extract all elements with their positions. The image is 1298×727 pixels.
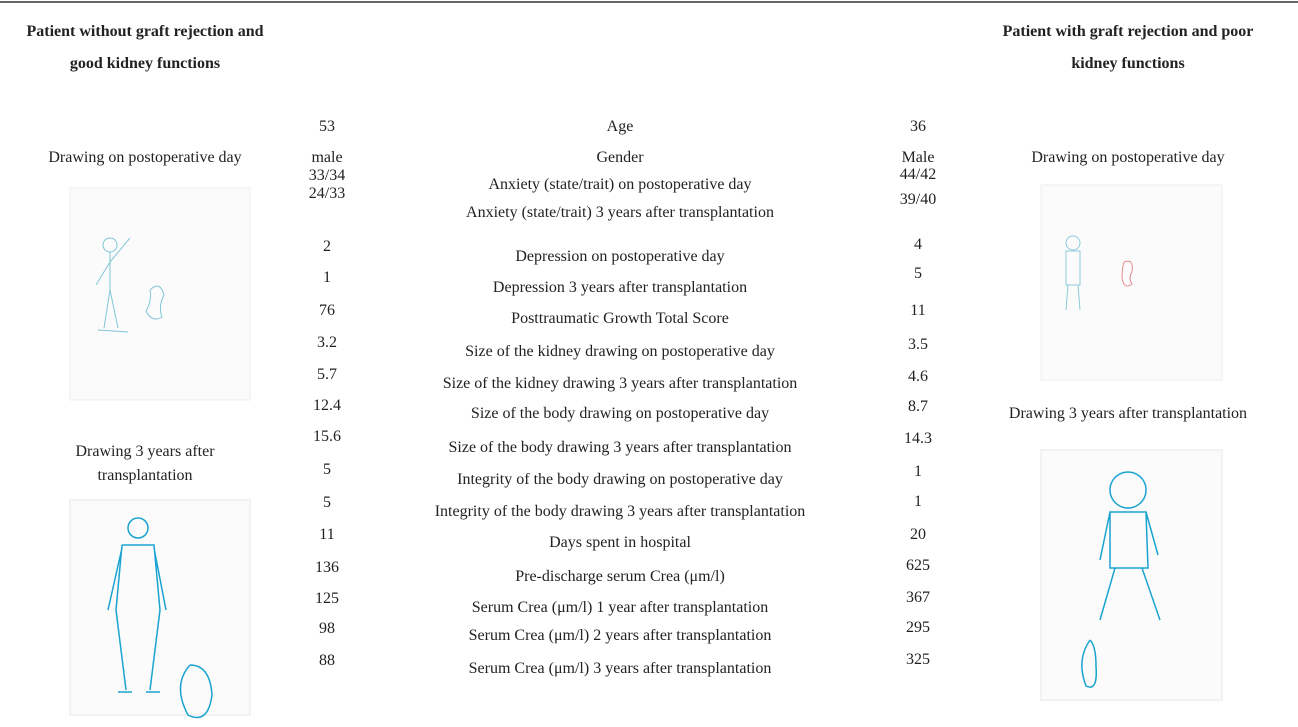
right-value: 4.6 <box>908 368 928 385</box>
left-value: 5.7 <box>317 366 337 383</box>
left-value: male <box>311 149 343 166</box>
right-value: 11 <box>910 302 926 319</box>
left-value: 125 <box>315 590 339 607</box>
row-label: Size of the body drawing 3 years after t… <box>448 439 792 456</box>
left-value: 5 <box>323 494 331 511</box>
drawing-right-postop <box>1040 184 1223 381</box>
row-label: Age <box>606 118 634 135</box>
left-value: 24/33 <box>308 185 346 202</box>
row-label: Anxiety (state/trait) 3 years after tran… <box>466 204 774 221</box>
right-value: 8.7 <box>908 398 928 415</box>
left-value: 33/34 <box>308 167 346 184</box>
left-value: 98 <box>319 620 335 637</box>
left-value: 5 <box>323 461 331 478</box>
row-label: Serum Crea (μm/l) 3 years after transpla… <box>468 660 772 677</box>
left-value: 3.2 <box>317 334 337 351</box>
row-label: Days spent in hospital <box>549 534 691 551</box>
left-value: 15.6 <box>313 428 341 445</box>
left-value: 53 <box>319 118 335 135</box>
right-caption: Drawing 3 years after transplantation <box>1008 405 1248 422</box>
drawing-left-3y <box>69 499 251 719</box>
left-value: 2 <box>323 238 331 255</box>
row-label: Size of the kidney drawing 3 years after… <box>442 375 798 392</box>
right-value: 36 <box>910 118 926 135</box>
drawing-right-3y <box>1040 449 1223 701</box>
row-label: Size of the body drawing on postoperativ… <box>470 405 770 422</box>
right-value: 4 <box>914 236 922 253</box>
right-value: 3.5 <box>908 336 928 353</box>
right-value: 625 <box>906 557 930 574</box>
right-value: 44/42 <box>899 166 937 183</box>
row-label: Posttraumatic Growth Total Score <box>511 310 729 327</box>
left-value: 1 <box>323 269 331 286</box>
left-value: 11 <box>319 526 335 543</box>
left-value: 76 <box>319 302 335 319</box>
row-label: Size of the kidney drawing on postoperat… <box>465 343 775 360</box>
right-value: 1 <box>914 493 922 510</box>
row-label: Gender <box>596 149 644 166</box>
row-label: Pre-discharge serum Crea (μm/l) <box>515 568 725 585</box>
right-caption: Drawing on postoperative day <box>1031 149 1225 166</box>
row-label: Integrity of the body drawing on postope… <box>457 471 783 488</box>
right-value: 14.3 <box>904 430 932 447</box>
left-value: 12.4 <box>313 397 341 414</box>
right-value: 367 <box>906 589 930 606</box>
row-label: Serum Crea (μm/l) 1 year after transplan… <box>471 599 769 616</box>
left-caption: Drawing on postoperative day <box>48 149 242 166</box>
left-caption: Drawing 3 years after transplantation <box>75 443 215 484</box>
row-label: Serum Crea (μm/l) 2 years after transpla… <box>468 627 772 644</box>
left-value: 136 <box>315 559 339 576</box>
right-value: 295 <box>906 619 930 636</box>
right-value: 325 <box>906 651 930 668</box>
left-value: 88 <box>319 652 335 669</box>
row-label: Anxiety (state/trait) on postoperative d… <box>488 176 752 193</box>
right-value: Male <box>901 149 935 166</box>
right-value: 39/40 <box>899 191 937 208</box>
right-value: 20 <box>910 526 926 543</box>
right-title: Patient with graft rejection and poor ki… <box>1002 23 1254 72</box>
right-value: 5 <box>914 265 922 282</box>
row-label: Integrity of the body drawing 3 years af… <box>434 503 806 520</box>
row-label: Depression on postoperative day <box>515 248 725 265</box>
row-label: Depression 3 years after transplantation <box>492 279 748 296</box>
right-value: 1 <box>914 463 922 480</box>
drawing-left-postop <box>69 187 251 401</box>
left-title: Patient without graft rejection and good… <box>26 23 264 72</box>
